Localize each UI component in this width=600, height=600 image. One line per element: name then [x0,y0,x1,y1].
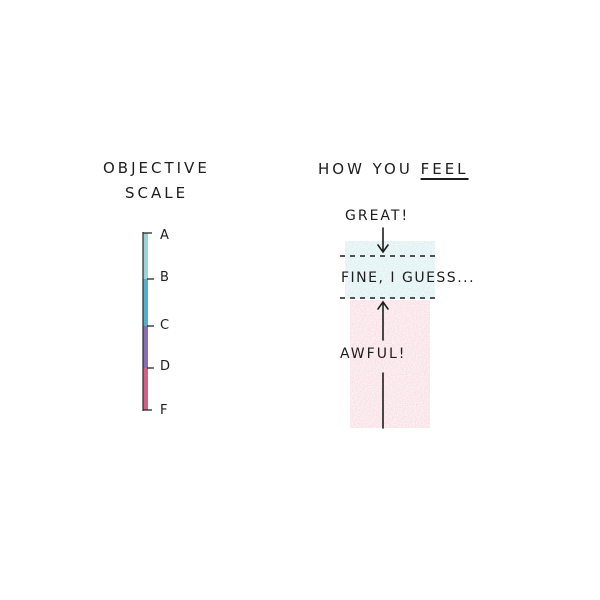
bar-segment-b-c [143,279,148,326]
grade-ticks [143,232,154,411]
objective-scale-title-line-1: OBJECTIVE [103,159,210,177]
grade-label-c: C [160,318,170,333]
feeling-label-fine: FINE, I GUESS... [341,270,476,286]
grade-label-d: D [160,359,171,374]
bar-segment-d-f [143,368,148,410]
grade-label-a: A [160,228,169,243]
bar-segment-c-d [143,326,148,368]
objective-scale-title-line-2: SCALE [125,184,189,202]
arrowhead-great [377,244,389,254]
objective-scale-bar [142,232,148,411]
feel-emphasis-text: FEEL [420,160,469,178]
how-you-title-text: HOW YOU [318,160,421,178]
feeling-label-awful: AWFUL! [340,346,407,362]
band-fine-to-awful [350,300,430,428]
how-you-feel-title: HOW YOU FEEL [318,160,469,178]
arrowhead-awful [377,300,389,310]
feeling-arrows [377,227,389,429]
grade-label-f: F [160,403,168,418]
band-boundaries [340,255,438,299]
feeling-bands [345,241,435,428]
grade-label-b: B [160,270,169,285]
bar-segment-a-b [143,233,148,279]
band-great-to-fine [345,241,435,299]
feeling-label-great: GREAT! [345,208,410,224]
